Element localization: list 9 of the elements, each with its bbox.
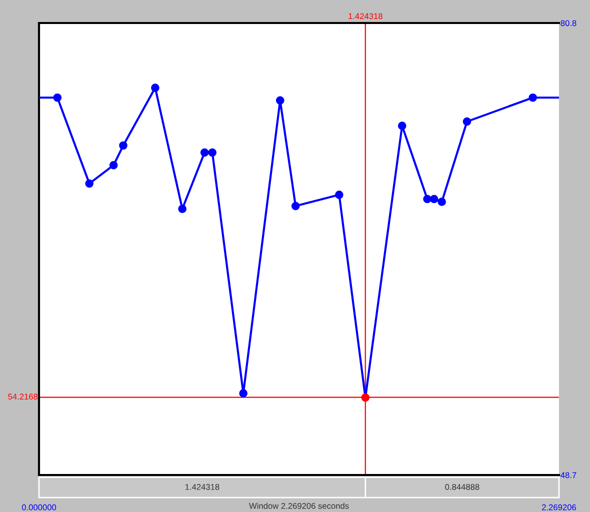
ref-line-label: 1.424318: [348, 13, 382, 20]
text: Window 2.269206 seconds: [249, 502, 349, 509]
x-tick-label: 2.269206: [542, 504, 576, 510]
ref-line-label: 54.2168: [8, 394, 38, 400]
y-tick-label: 80.8: [560, 20, 576, 26]
y-tick-label: 48.7: [560, 472, 576, 478]
x-tick-label: 0.000000: [22, 504, 56, 510]
text: 1.424318: [185, 484, 220, 490]
text: 0.844888: [445, 484, 480, 490]
